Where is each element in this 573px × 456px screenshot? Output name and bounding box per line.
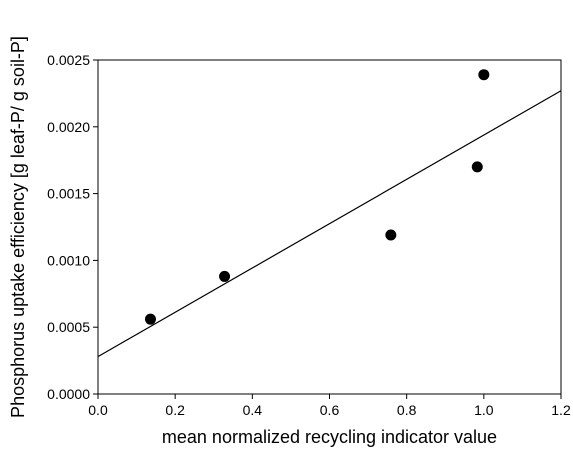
y-tick-label: 0.0000 bbox=[47, 386, 90, 402]
regression-line bbox=[97, 90, 562, 358]
x-tick-label: 0.2 bbox=[165, 402, 185, 418]
y-axis-title: Phosphorus uptake efficiency [g leaf-P/ … bbox=[8, 36, 28, 418]
x-tick-label: 0.4 bbox=[243, 402, 263, 418]
x-axis-title: mean normalized recycling indicator valu… bbox=[162, 427, 497, 447]
data-point bbox=[471, 161, 483, 173]
y-tick-label: 0.0010 bbox=[47, 252, 90, 268]
data-point bbox=[144, 313, 156, 325]
data-point bbox=[478, 69, 490, 81]
x-tick-label: 0.8 bbox=[397, 402, 417, 418]
fit-layer bbox=[97, 90, 562, 358]
data-point bbox=[385, 229, 397, 241]
y-tick-label: 0.0015 bbox=[47, 186, 90, 202]
x-tick-label: 1.2 bbox=[551, 402, 571, 418]
points-layer bbox=[144, 69, 490, 325]
x-tick-label: 0.0 bbox=[88, 402, 108, 418]
y-tick-label: 0.0005 bbox=[47, 319, 90, 335]
y-axis-ticks: 0.0000 0.0005 0.0010 0.0015 0.0020 0.0025 bbox=[47, 52, 98, 402]
y-tick-label: 0.0020 bbox=[47, 119, 90, 135]
data-point bbox=[219, 270, 231, 282]
plot-frame bbox=[97, 59, 562, 395]
x-axis-ticks: 0.0 0.2 0.4 0.6 0.8 1.0 1.2 bbox=[88, 394, 571, 418]
x-tick-label: 1.0 bbox=[474, 402, 494, 418]
y-tick-label: 0.0025 bbox=[47, 52, 90, 68]
x-tick-label: 0.6 bbox=[320, 402, 340, 418]
